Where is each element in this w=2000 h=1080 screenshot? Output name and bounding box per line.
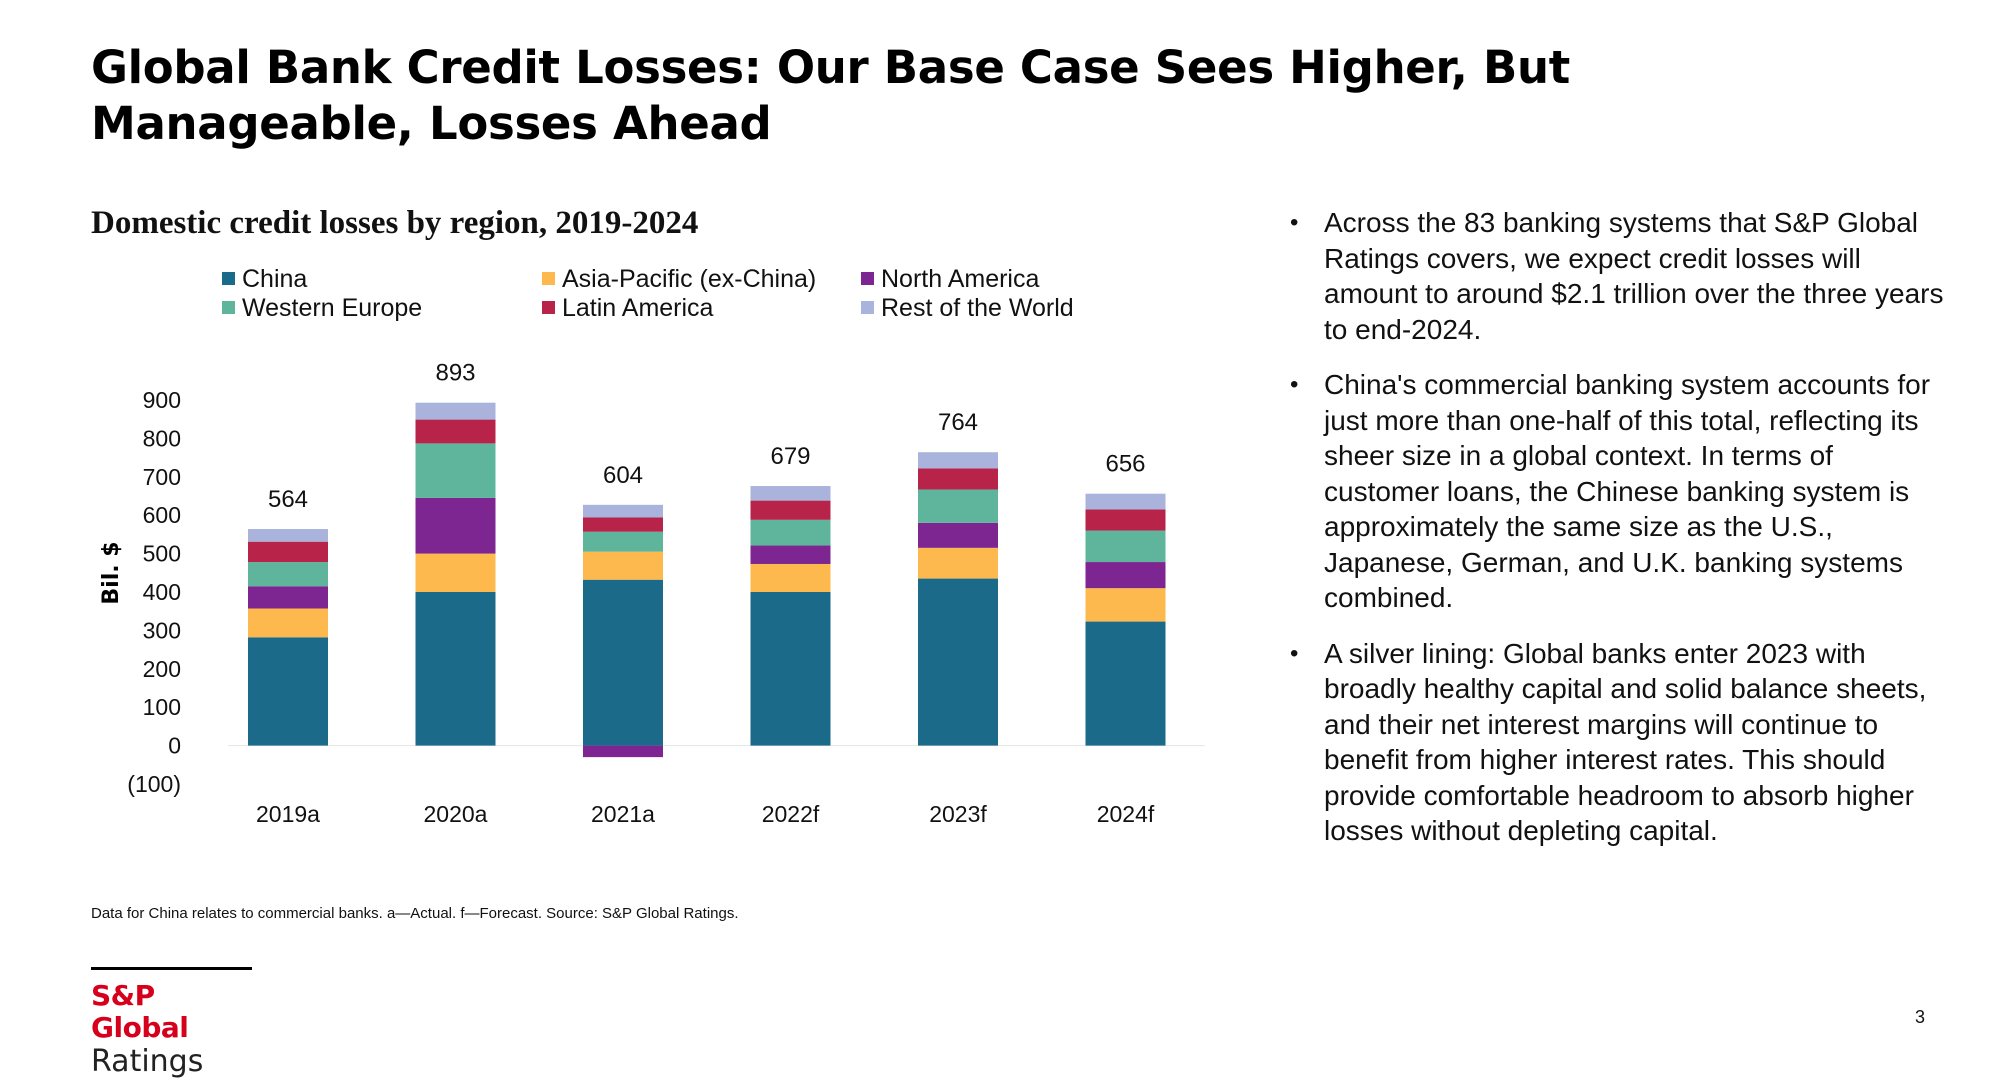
- y-tick-label: (100): [127, 771, 181, 797]
- bar-segment: [583, 579, 663, 746]
- bar-segment: [1085, 493, 1166, 510]
- bar-segment: [750, 545, 831, 564]
- bar-segment: [750, 592, 831, 746]
- total-label: 764: [938, 409, 978, 436]
- x-tick-label: 2024f: [1097, 801, 1155, 827]
- slide-title: Global Bank Credit Losses: Our Base Case…: [91, 41, 1570, 150]
- legend-item: Western Europe: [222, 294, 422, 322]
- legend-label: Western Europe: [242, 294, 422, 322]
- bar-segment: [415, 553, 496, 592]
- y-tick-label: 300: [143, 617, 181, 643]
- bar-segment: [415, 497, 496, 554]
- bar-segment: [918, 522, 998, 548]
- legend-swatch: [861, 272, 874, 285]
- chart-title: Domestic credit losses by region, 2019-2…: [91, 205, 699, 241]
- chart-footnote: Data for China relates to commercial ban…: [91, 905, 739, 922]
- legend-swatch: [542, 301, 555, 314]
- bar-segment: [248, 529, 328, 542]
- bar-segment: [583, 551, 663, 580]
- bar-segment: [750, 500, 831, 520]
- total-label: 564: [268, 486, 308, 513]
- legend-label: North America: [881, 265, 1039, 293]
- bar-segment: [918, 468, 998, 490]
- bar-segment: [248, 541, 328, 563]
- y-axis-label: Bil. $: [99, 541, 124, 604]
- bar-segment: [583, 517, 663, 532]
- bar-segment: [1085, 588, 1166, 622]
- bullet-item: Across the 83 banking systems that S&P G…: [1290, 205, 1950, 347]
- bar-segment: [415, 402, 496, 420]
- y-tick-label: 800: [143, 425, 181, 451]
- bullet-list: Across the 83 banking systems that S&P G…: [1290, 205, 1950, 869]
- x-tick-label: 2020a: [424, 801, 488, 827]
- bar-segment: [583, 531, 663, 552]
- x-tick-label: 2019a: [256, 801, 320, 827]
- y-tick-label: 200: [143, 656, 181, 682]
- total-label: 679: [770, 443, 810, 470]
- bar-segment: [1085, 509, 1166, 531]
- legend-swatch: [222, 301, 235, 314]
- legend-item: Rest of the World: [861, 294, 1074, 322]
- bar-segment: [248, 637, 328, 746]
- y-tick-label: 500: [143, 541, 181, 567]
- bar-segment: [583, 745, 663, 758]
- legend-label: China: [242, 265, 307, 293]
- legend-label: Asia-Pacific (ex-China): [562, 265, 816, 293]
- legend-swatch: [861, 301, 874, 314]
- page-number: 3: [1915, 1007, 1926, 1027]
- bullet-item: A silver lining: Global banks enter 2023…: [1290, 636, 1950, 849]
- bar-segment: [415, 592, 496, 746]
- y-tick-label: 700: [143, 464, 181, 490]
- bar-segment: [750, 563, 831, 592]
- y-tick-label: 100: [143, 694, 181, 720]
- legend-swatch: [542, 272, 555, 285]
- legend-item: North America: [861, 265, 1039, 293]
- x-tick-label: 2021a: [591, 801, 655, 827]
- bullet-item: China's commercial banking system accoun…: [1290, 367, 1950, 616]
- sp-global-ratings-logo: S&P Global Ratings: [91, 967, 252, 1080]
- bar-segment: [1085, 562, 1166, 589]
- bar-segment: [1085, 621, 1166, 746]
- x-tick-label: 2022f: [762, 801, 820, 827]
- total-label: 893: [435, 360, 475, 387]
- total-labels: 564 893 604 679 764 656: [268, 360, 1146, 513]
- logo-subbrand: Ratings: [91, 1044, 204, 1079]
- bar-segment: [750, 486, 831, 501]
- bar-segment: [248, 608, 328, 638]
- y-tick-label: 400: [143, 579, 181, 605]
- bar-segment: [248, 562, 328, 587]
- legend-swatch: [222, 272, 235, 285]
- bar-segment: [750, 519, 831, 546]
- total-label: 604: [603, 462, 643, 489]
- legend-label: Latin America: [562, 294, 714, 322]
- bar-segment: [415, 443, 496, 498]
- bar-segment: [415, 419, 496, 444]
- y-tick-label: 0: [168, 733, 181, 759]
- bars: [248, 402, 1166, 758]
- bar-segment: [918, 452, 998, 469]
- bar-segment: [583, 504, 663, 518]
- total-label: 656: [1105, 451, 1145, 478]
- bar-segment: [918, 489, 998, 523]
- bar-segment: [918, 547, 998, 579]
- bar-segment: [248, 586, 328, 609]
- legend-item: Latin America: [542, 294, 714, 322]
- y-tick-label: 900: [143, 387, 181, 413]
- logo-brand: S&P Global: [91, 979, 189, 1044]
- y-axis: 900 800 700 600 500 400 300 200 100 0 (100): [127, 387, 1205, 797]
- y-tick-label: 600: [143, 502, 181, 528]
- legend-label: Rest of the World: [881, 294, 1074, 322]
- legend-item: Asia-Pacific (ex-China): [542, 265, 816, 293]
- bar-segment: [918, 578, 998, 746]
- bar-segment: [1085, 530, 1166, 563]
- x-tick-label: 2023f: [929, 801, 987, 827]
- logo-rule: [91, 967, 252, 970]
- legend-item: China: [222, 265, 307, 293]
- x-axis: 2019a 2020a 2021a 2022f 2023f 2024f: [256, 801, 1155, 827]
